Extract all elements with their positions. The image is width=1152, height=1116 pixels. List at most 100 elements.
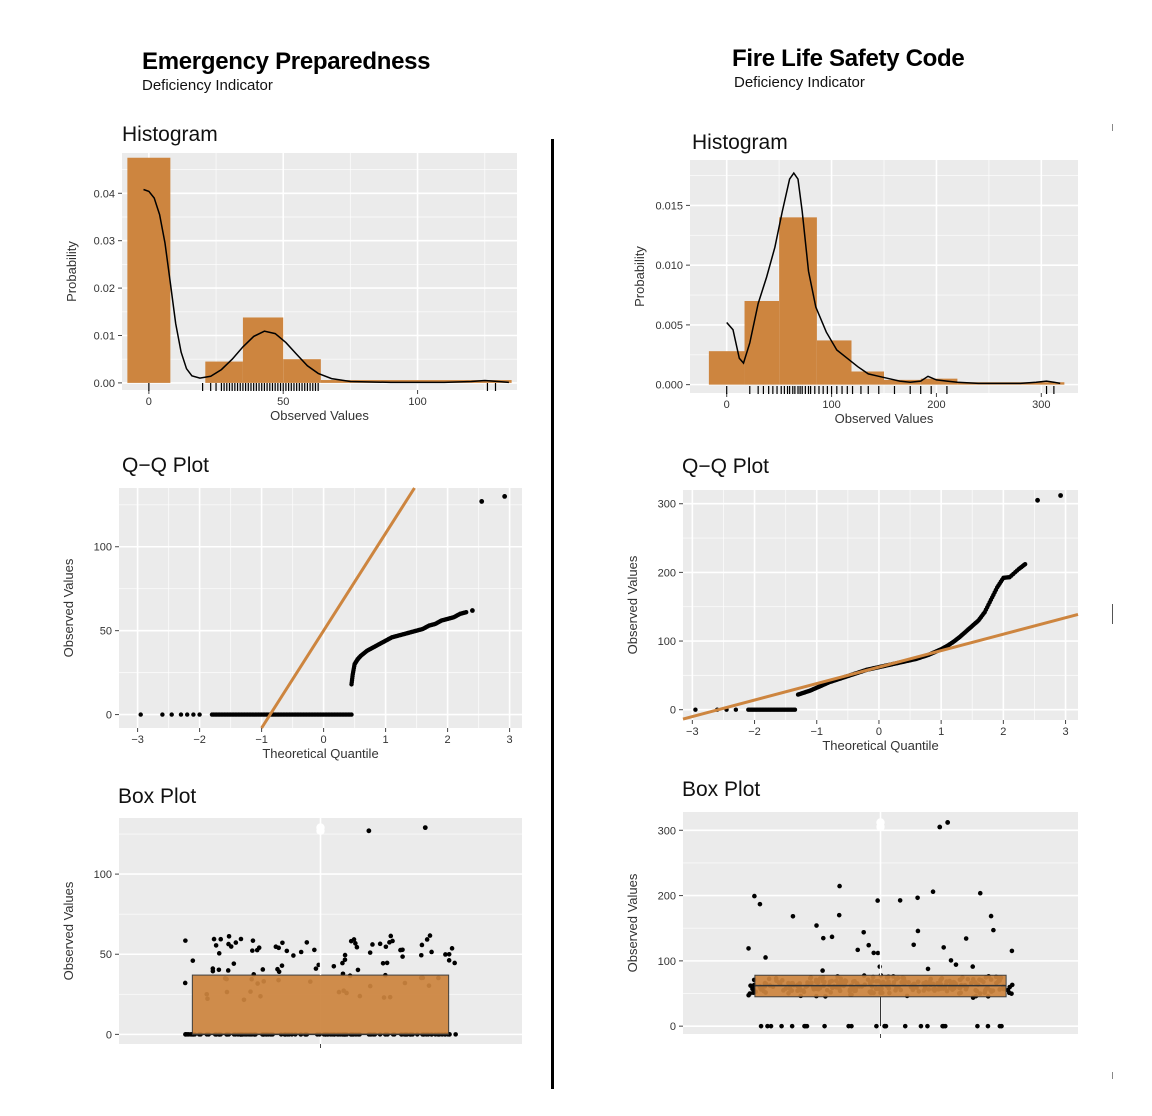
ep-box-point: [354, 944, 360, 950]
fl-box-point: [861, 930, 866, 935]
ep-qq-xtick-label: −2: [193, 734, 206, 746]
fl-qq-xlabel: Theoretical Quantile: [822, 738, 938, 753]
fl-box-point: [963, 936, 969, 941]
ep-box-point: [226, 934, 232, 939]
fl-box-point: [975, 1023, 980, 1029]
ep-hist-xlabel: Observed Values: [270, 408, 369, 423]
fl-box-point: [1009, 948, 1015, 954]
ep-hist-xtick-label: 0: [146, 396, 152, 408]
fl-box-outlier-marker: [876, 818, 885, 827]
ep-box-point: [446, 951, 452, 957]
ep-box-point: [418, 952, 424, 958]
fl-box-point: [820, 935, 826, 941]
ep-box-point: [429, 949, 434, 955]
fl-box-point: [877, 964, 883, 969]
fl-histogram-title: Histogram: [692, 131, 788, 154]
fl-qq-point: [1058, 493, 1063, 498]
fl-qq-xtick-label: 1: [938, 726, 944, 738]
ep-box-point: [216, 967, 222, 973]
ep-box-point: [383, 944, 389, 950]
edge-mark-top: [1112, 124, 1113, 131]
ep-box-point: [427, 933, 433, 938]
ep-qq-point: [138, 712, 143, 717]
ep-box-point: [260, 967, 266, 972]
ep-qq-ytick-label: 100: [94, 542, 112, 554]
fl-hist-xtick-label: 0: [724, 399, 730, 411]
ep-box-outlier-marker: [316, 823, 325, 832]
fl-hist-ytick-label: 0.005: [655, 320, 683, 332]
ep-qq-point: [502, 493, 508, 499]
ep-box-point: [348, 938, 354, 944]
fl-box-ytick-label: 100: [658, 956, 676, 968]
ep-box-title: Box Plot: [118, 785, 197, 808]
ep-box-point: [183, 1032, 188, 1037]
fl-box-point: [746, 992, 751, 998]
fl-box-point: [866, 942, 871, 948]
fl-box-point: [945, 820, 951, 825]
fl-box-point: [874, 1023, 879, 1029]
ep-box-point: [226, 941, 231, 947]
ep-box-point: [400, 954, 405, 959]
ep-qq-points: [138, 493, 508, 717]
ep-box-point: [218, 936, 224, 942]
panel-subtitle-right: Deficiency Indicator: [734, 74, 865, 91]
fl-qq-ytick-label: 0: [670, 705, 676, 717]
fl-box-point: [790, 913, 796, 919]
fl-box-point: [948, 958, 954, 963]
ep-box-ylabel: Observed Values: [61, 881, 76, 980]
fl-box-point: [768, 1023, 774, 1029]
ep-box-point: [449, 946, 455, 951]
fl-box-point: [897, 898, 903, 903]
ep-qq-point: [349, 712, 354, 717]
fl-box-point: [985, 1023, 991, 1029]
ep-hist-xtick-label: 100: [408, 396, 426, 408]
ep-qq-ylabel: Observed Values: [61, 558, 76, 657]
fl-qq-xtick-label: −1: [810, 726, 823, 738]
edge-mark-middle: [1112, 604, 1113, 624]
fl-qq-ytick-label: 200: [658, 567, 676, 579]
fl-qq-xtick-label: 0: [876, 726, 882, 738]
ep-hist-bar: [242, 317, 284, 383]
ep-box-point: [419, 942, 425, 948]
ep-box-point: [370, 942, 375, 947]
fl-box-point: [875, 950, 881, 956]
fl-box-point: [836, 912, 842, 918]
fl-hist-bar: [851, 371, 884, 385]
ep-box-point: [211, 936, 217, 942]
panel-title-right: Fire Life Safety Code: [732, 45, 965, 72]
ep-qq-xtick-label: 2: [445, 734, 451, 746]
fl-box-point: [849, 1023, 854, 1029]
fl-box-point: [940, 1023, 945, 1029]
fl-box-point: [1007, 984, 1013, 990]
ep-box-point: [233, 940, 239, 945]
ep-box-ytick-label: 0: [106, 1029, 112, 1041]
fl-box-point: [758, 1023, 764, 1029]
fl-hist-ytick-label: 0.015: [655, 200, 683, 212]
fl-box-ytick-label: 0: [670, 1021, 676, 1033]
ep-box-point: [276, 969, 282, 975]
ep-box-point: [182, 980, 188, 986]
fl-box-point: [953, 962, 959, 967]
ep-box-point: [216, 951, 222, 956]
fl-box-point: [779, 1023, 784, 1029]
fl-qq-title: Q−Q Plot: [682, 455, 769, 478]
ep-box-point: [276, 945, 282, 951]
fl-box-point: [915, 895, 920, 901]
fl-box-point: [902, 1023, 908, 1029]
ep-qq-point: [178, 712, 184, 717]
ep-histogram-title: Histogram: [122, 123, 218, 146]
fl-box-point: [988, 913, 994, 919]
panel-divider: [551, 139, 554, 1089]
fl-box-ylabel: Observed Values: [625, 873, 640, 972]
ep-qq-point: [191, 712, 196, 717]
ep-box-point: [380, 960, 386, 966]
ep-hist-bar: [127, 157, 171, 383]
fl-qq-reference-line: [682, 612, 1079, 721]
ep-box-point: [279, 963, 285, 968]
ep-qq-xtick-label: 3: [507, 734, 513, 746]
panel-title-left: Emergency Preparedness: [142, 48, 431, 75]
fl-qq-point: [792, 707, 798, 712]
ep-qq-point: [197, 712, 202, 717]
fl-box-point: [925, 966, 931, 972]
fl-qq-xtick-label: 2: [1000, 726, 1006, 738]
